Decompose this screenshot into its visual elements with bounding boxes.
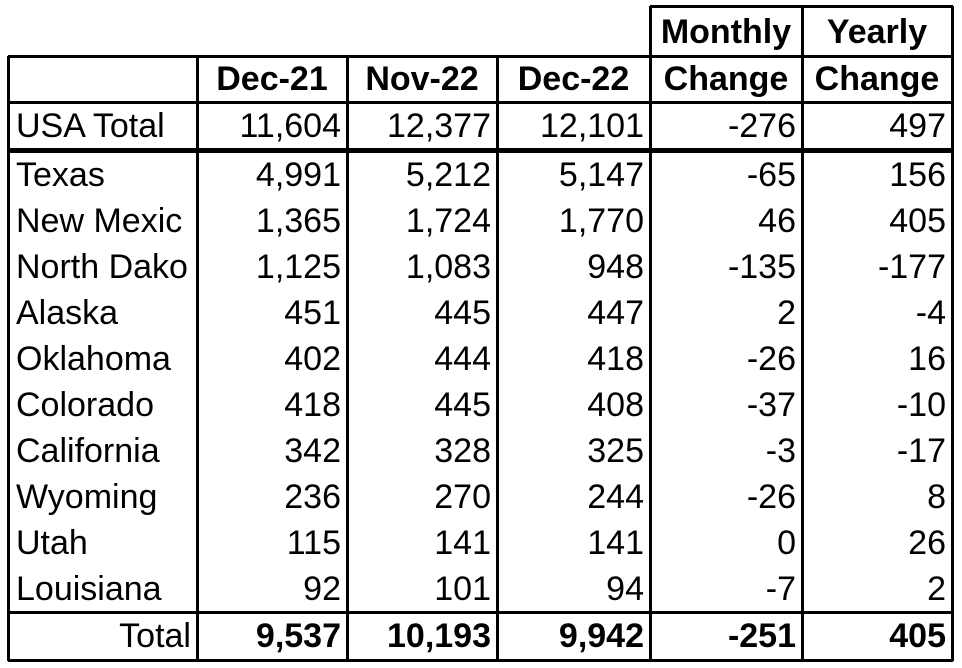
column-header: Yearly bbox=[826, 13, 928, 51]
column-header: Nov-22 bbox=[365, 60, 479, 98]
table-cell: 325 bbox=[587, 432, 644, 470]
table-cell: -7 bbox=[765, 570, 796, 608]
border-line bbox=[495, 56, 499, 661]
summary-cell: 12,101 bbox=[540, 107, 644, 145]
row-label: Total bbox=[119, 617, 191, 655]
table-cell: 445 bbox=[434, 386, 491, 424]
table-cell: 2 bbox=[927, 570, 946, 608]
table-cell: 236 bbox=[284, 478, 341, 516]
table-cell: -10 bbox=[896, 386, 946, 424]
table-cell: 1,083 bbox=[405, 248, 491, 286]
summary-cell: 11,604 bbox=[239, 107, 341, 145]
table-cell: -26 bbox=[746, 478, 796, 516]
table-cell: 408 bbox=[587, 386, 644, 424]
table-cell: 2 bbox=[777, 294, 796, 332]
table-cell: 26 bbox=[908, 524, 946, 562]
table-cell: 445 bbox=[434, 294, 491, 332]
row-label: Colorado bbox=[16, 386, 154, 424]
row-label: USA Total bbox=[16, 107, 165, 145]
border-line bbox=[648, 6, 652, 661]
row-label: California bbox=[16, 432, 160, 470]
table-cell: 1,770 bbox=[558, 202, 644, 240]
table-cell: 5,212 bbox=[405, 156, 491, 194]
table-cell: -37 bbox=[746, 386, 796, 424]
table-cell: 0 bbox=[777, 524, 796, 562]
row-label: Texas bbox=[16, 156, 105, 194]
row-label: Utah bbox=[16, 524, 88, 562]
total-cell: -251 bbox=[727, 617, 796, 655]
summary-cell: 497 bbox=[889, 107, 946, 145]
border-line bbox=[950, 6, 954, 661]
table-cell: -3 bbox=[765, 432, 796, 470]
table-cell: 451 bbox=[284, 294, 341, 332]
summary-cell: -276 bbox=[727, 107, 796, 145]
column-header: Change bbox=[814, 60, 940, 98]
table-cell: 402 bbox=[284, 340, 341, 378]
border-line bbox=[8, 54, 953, 58]
column-header: Monthly bbox=[660, 13, 792, 51]
table-cell: -135 bbox=[727, 248, 796, 286]
border-line bbox=[195, 56, 199, 661]
table-cell: 447 bbox=[587, 294, 644, 332]
table-cell: 115 bbox=[286, 524, 341, 562]
column-header: Dec-22 bbox=[517, 60, 630, 98]
border-line bbox=[8, 147, 953, 153]
row-label: Louisiana bbox=[16, 570, 162, 608]
table-cell: 46 bbox=[758, 202, 796, 240]
total-cell: 405 bbox=[889, 617, 946, 655]
table-cell: 270 bbox=[434, 478, 491, 516]
border-line bbox=[8, 100, 953, 104]
table-cell: -26 bbox=[746, 340, 796, 378]
table-cell: 244 bbox=[587, 478, 644, 516]
table-cell: -177 bbox=[877, 248, 946, 286]
row-label: Alaska bbox=[16, 294, 119, 332]
table-cell: 418 bbox=[587, 340, 644, 378]
row-label: New Mexic bbox=[16, 202, 183, 240]
table-cell: 342 bbox=[284, 432, 341, 470]
table-cell: 101 bbox=[434, 570, 491, 608]
row-label: North Dako bbox=[16, 248, 188, 286]
table-cell: 1,125 bbox=[255, 248, 341, 286]
border-line bbox=[6, 56, 10, 661]
total-cell: 9,942 bbox=[558, 617, 644, 655]
table-cell: 1,365 bbox=[255, 202, 341, 240]
table-cell: 141 bbox=[434, 524, 491, 562]
table-cell: -65 bbox=[746, 156, 796, 194]
table-cell: 405 bbox=[889, 202, 946, 240]
table-cell: 8 bbox=[927, 478, 946, 516]
table-cell: 4,991 bbox=[255, 156, 341, 194]
border-line bbox=[345, 56, 349, 661]
total-cell: 10,193 bbox=[387, 617, 491, 655]
table-cell: 141 bbox=[587, 524, 644, 562]
table-cell: -17 bbox=[896, 432, 946, 470]
table-cell: 94 bbox=[606, 570, 644, 608]
table-cell: 418 bbox=[284, 386, 341, 424]
table-cell: 444 bbox=[434, 340, 491, 378]
border-line bbox=[8, 658, 953, 662]
summary-cell: 12,377 bbox=[387, 107, 491, 145]
table-cell: 948 bbox=[587, 248, 644, 286]
table-cell: 1,724 bbox=[405, 202, 491, 240]
table-cell: 92 bbox=[303, 570, 341, 608]
total-cell: 9,537 bbox=[255, 617, 341, 655]
table-cell: -4 bbox=[915, 294, 946, 332]
table-cell: 5,147 bbox=[558, 156, 644, 194]
table-cell: 156 bbox=[889, 156, 946, 194]
table-cell: 16 bbox=[908, 340, 946, 378]
row-label: Wyoming bbox=[16, 478, 158, 516]
row-label: Oklahoma bbox=[16, 340, 171, 378]
column-header: Dec-21 bbox=[216, 60, 328, 98]
table-cell: 328 bbox=[434, 432, 491, 470]
column-header: Change bbox=[663, 60, 789, 98]
border-line bbox=[8, 610, 953, 614]
border-line bbox=[800, 6, 804, 661]
